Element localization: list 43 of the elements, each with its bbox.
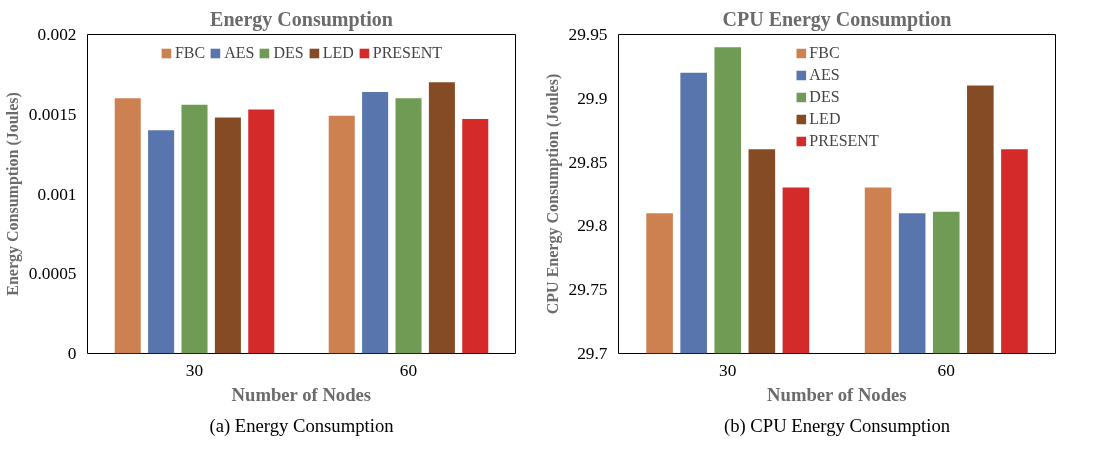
legend-label: PRESENT bbox=[372, 44, 443, 62]
bar bbox=[181, 104, 208, 354]
text: (a) Energy Consumption bbox=[209, 414, 395, 437]
bar bbox=[462, 119, 489, 354]
legend-label: PRESENT bbox=[809, 132, 879, 150]
legend-label: LED bbox=[322, 44, 354, 62]
y-tick-label: 29.7 bbox=[577, 344, 608, 363]
bar bbox=[248, 109, 275, 354]
y-axis-title: Energy Consumption (Joules) bbox=[3, 92, 22, 296]
y-tick-label: 29.9 bbox=[577, 88, 608, 108]
legend-label: AES bbox=[809, 66, 840, 84]
legend-label: FBC bbox=[174, 44, 206, 62]
x-tick-label: 60 bbox=[937, 360, 955, 380]
y-axis-title: CPU Energy Consumption (Joules) bbox=[543, 73, 562, 315]
text: (b) CPU Energy Consumption bbox=[723, 414, 951, 437]
y-tick-label: 0.001 bbox=[37, 184, 77, 204]
x-tick-label: 60 bbox=[399, 360, 418, 380]
legend-label: DES bbox=[809, 88, 840, 106]
y-tick-label: 0 bbox=[67, 344, 77, 363]
y-tick-label: 29.95 bbox=[568, 25, 608, 44]
x-tick-label: 30 bbox=[185, 360, 204, 380]
legend-label: AES bbox=[224, 44, 255, 62]
y-tick-label: 0.002 bbox=[37, 25, 77, 44]
chart-title: Energy Consumption bbox=[210, 7, 393, 31]
y-tick-label: 0.0015 bbox=[28, 104, 77, 124]
chart-title: CPU Energy Consumption bbox=[722, 7, 952, 31]
bar bbox=[395, 98, 422, 354]
y-tick-label: 29.8 bbox=[577, 216, 608, 236]
y-tick-label: 29.85 bbox=[568, 152, 608, 172]
bar bbox=[428, 82, 455, 354]
bar bbox=[362, 91, 389, 354]
x-axis-title: Number of Nodes bbox=[231, 383, 372, 405]
bar bbox=[114, 98, 141, 354]
y-tick-label: 0.0005 bbox=[28, 264, 77, 284]
x-tick-label: 30 bbox=[719, 360, 737, 380]
legend-label: LED bbox=[809, 110, 841, 128]
x-axis-title: Number of Nodes bbox=[767, 383, 907, 405]
bar bbox=[148, 130, 175, 354]
legend-label: FBC bbox=[809, 44, 840, 62]
bar bbox=[328, 115, 355, 354]
y-tick-label: 29.75 bbox=[568, 280, 608, 300]
bar bbox=[214, 117, 241, 354]
legend-label: DES bbox=[273, 44, 304, 62]
